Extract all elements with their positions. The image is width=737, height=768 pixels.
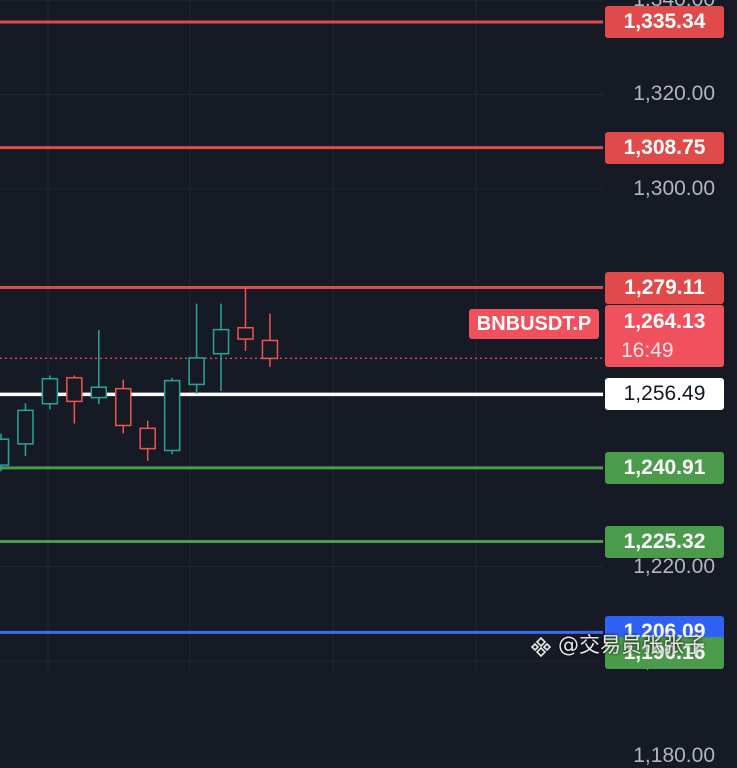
candle [115, 379, 132, 434]
candle [17, 403, 34, 457]
candle [0, 433, 10, 472]
binance-logo-icon [530, 636, 552, 658]
last-price-tag: 1,264.13 16:49 [605, 305, 724, 367]
watermark-text: @交易员张张子 [558, 633, 705, 657]
candle-body [41, 377, 59, 405]
candle-body [115, 387, 132, 427]
price-tick-label: 1,180.00 [633, 743, 715, 767]
price-tick-label: 1,300.00 [633, 176, 715, 200]
level-tag-pivot: 1,256.49 [605, 378, 724, 411]
candle-body [90, 386, 108, 399]
candle-body [66, 377, 83, 403]
candle [41, 375, 59, 410]
level-tag-resistance: 1,279.11 [605, 271, 724, 304]
candle [261, 313, 279, 367]
candle-body [212, 328, 230, 355]
last-price-value: 1,264.13 [623, 310, 706, 333]
candle-body [237, 326, 254, 340]
candle-body [0, 438, 10, 466]
candle-body [188, 357, 205, 386]
level-tag-resistance: 1,308.75 [605, 131, 724, 164]
level-tag-resistance: 1,335.34 [605, 6, 724, 38]
bar-countdown: 16:49 [621, 339, 674, 362]
price-tick-label: 1,340.00 [633, 0, 715, 12]
candle [90, 330, 108, 405]
price-tick-label: 1,220.00 [633, 554, 715, 578]
chart-grid [0, 0, 603, 671]
candle-body [163, 379, 181, 452]
candles [0, 286, 279, 472]
candle [66, 375, 83, 424]
candlestick-chart [0, 0, 603, 671]
candle-body [261, 339, 279, 360]
candle [163, 377, 181, 455]
level-tag-support: 1,240.91 [605, 451, 724, 484]
level-tag-support: 1,225.32 [605, 525, 724, 558]
symbol-label: BNBUSDT.P [469, 309, 599, 339]
candle [212, 303, 230, 391]
candle [139, 420, 156, 461]
candle [237, 286, 254, 351]
candle-body [17, 409, 34, 445]
level-tag-support: 1,190.16 [605, 637, 724, 669]
candle-body [139, 427, 156, 450]
price-tick-label: 1,320.00 [633, 82, 715, 106]
candle [188, 303, 205, 394]
price-levels [0, 20, 603, 634]
